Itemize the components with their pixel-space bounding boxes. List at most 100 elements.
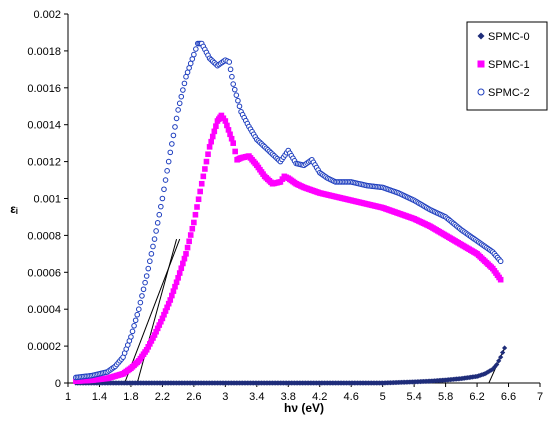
circle-marker bbox=[186, 65, 192, 71]
circle-marker bbox=[189, 56, 196, 62]
x-tick-label: 1.8 bbox=[123, 391, 138, 403]
square-marker bbox=[156, 322, 163, 328]
diamond-marker bbox=[500, 349, 506, 356]
square-marker bbox=[211, 128, 218, 135]
x-tick-label: 5.8 bbox=[438, 391, 453, 403]
square-marker bbox=[148, 338, 155, 344]
y-tick-label: 0.0006 bbox=[27, 267, 61, 279]
circle-marker bbox=[151, 236, 158, 242]
circle-marker bbox=[140, 286, 147, 293]
legend-entry-label: SPMC-0 bbox=[488, 31, 530, 43]
circle-marker bbox=[178, 93, 185, 100]
x-tick-label: 6.6 bbox=[501, 391, 516, 403]
axes: 1 1.4 1.8 2.2 2.6 3 3.4 3.8 4.2 4.6 5 5.4 5.8 6.2 6.6 7… bbox=[27, 9, 543, 403]
x-tick-label: 5.4 bbox=[406, 391, 421, 403]
diamond-marker bbox=[498, 354, 504, 360]
circle-marker bbox=[227, 66, 234, 73]
square-marker bbox=[200, 173, 207, 180]
square-marker bbox=[227, 131, 233, 138]
square-marker bbox=[197, 188, 203, 195]
square-marker bbox=[187, 232, 194, 238]
circle-marker bbox=[173, 115, 180, 122]
circle-marker bbox=[162, 177, 169, 183]
series-spmc-0 bbox=[73, 345, 508, 386]
square-marker bbox=[143, 346, 150, 353]
y-tick-label: 0.0002 bbox=[27, 341, 61, 353]
square-marker bbox=[224, 122, 230, 129]
square-marker bbox=[154, 325, 161, 332]
square-marker bbox=[184, 244, 191, 251]
circle-marker bbox=[145, 265, 152, 272]
square-marker bbox=[189, 225, 196, 232]
circle-marker bbox=[477, 88, 485, 96]
square-marker bbox=[172, 283, 178, 290]
square-marker bbox=[178, 265, 185, 272]
y-tick-label: 0.001 bbox=[33, 194, 61, 206]
circle-marker bbox=[137, 299, 144, 306]
y-tick-label: 0.0008 bbox=[27, 230, 61, 242]
circle-marker bbox=[161, 186, 167, 193]
circle-marker bbox=[134, 311, 141, 318]
y-tick-label: 0.0016 bbox=[27, 83, 61, 95]
circle-marker bbox=[180, 87, 186, 93]
circle-marker bbox=[235, 97, 241, 104]
circle-marker bbox=[156, 211, 163, 218]
circle-marker bbox=[236, 103, 243, 110]
circle-marker bbox=[150, 243, 156, 250]
series-spmc-1 bbox=[73, 112, 504, 384]
circle-marker bbox=[165, 158, 172, 165]
circle-marker bbox=[142, 279, 148, 286]
data-series bbox=[73, 40, 508, 386]
circle-marker bbox=[128, 334, 134, 340]
x-tick-label: 7 bbox=[537, 391, 543, 403]
y-tick-label: 0.0018 bbox=[27, 46, 61, 58]
circle-marker bbox=[230, 81, 236, 87]
legend-entry-label: SPMC-2 bbox=[488, 87, 530, 99]
circle-marker bbox=[139, 293, 145, 299]
circle-marker bbox=[169, 141, 175, 147]
x-axis-label: hν (eV) bbox=[284, 401, 324, 415]
circle-marker bbox=[193, 46, 199, 52]
square-marker bbox=[497, 276, 504, 283]
circle-marker bbox=[154, 220, 161, 226]
square-marker bbox=[167, 297, 174, 303]
x-tick-label: 2.6 bbox=[186, 391, 201, 403]
square-marker bbox=[151, 332, 158, 338]
square-marker bbox=[225, 127, 232, 133]
circle-marker bbox=[136, 306, 142, 313]
y-tick-label: 0.0004 bbox=[27, 304, 61, 316]
square-marker bbox=[203, 158, 210, 165]
y-tick-label: 0.0014 bbox=[27, 120, 61, 132]
circle-marker bbox=[158, 203, 164, 210]
square-marker bbox=[180, 260, 186, 267]
square-marker bbox=[165, 300, 172, 307]
circle-marker bbox=[191, 51, 197, 58]
square-marker bbox=[181, 255, 188, 262]
x-tick-label: 3.8 bbox=[281, 391, 296, 403]
square-marker bbox=[222, 118, 229, 124]
circle-marker bbox=[175, 107, 181, 113]
circle-marker bbox=[172, 124, 178, 130]
square-marker bbox=[202, 166, 208, 172]
x-tick-label: 4.6 bbox=[344, 391, 359, 403]
square-marker bbox=[477, 60, 485, 68]
circle-marker bbox=[229, 73, 235, 80]
legend-entry-label: SPMC-1 bbox=[488, 59, 530, 71]
square-marker bbox=[147, 341, 153, 347]
square-marker bbox=[169, 292, 175, 299]
square-marker bbox=[162, 308, 169, 314]
square-marker bbox=[161, 311, 167, 318]
square-marker bbox=[230, 140, 236, 146]
x-tick-label: 1 bbox=[65, 391, 71, 403]
diamond-marker bbox=[494, 361, 500, 368]
x-tick-label: 2.2 bbox=[155, 391, 170, 403]
circle-marker bbox=[187, 60, 194, 67]
circle-marker bbox=[181, 80, 188, 87]
circle-marker bbox=[159, 195, 166, 202]
square-marker bbox=[232, 148, 238, 155]
x-tick-label: 3.4 bbox=[249, 391, 264, 403]
square-marker bbox=[205, 151, 211, 158]
legend: SPMC-0 SPMC-1 SPMC-2 bbox=[466, 21, 548, 111]
square-marker bbox=[191, 219, 197, 226]
